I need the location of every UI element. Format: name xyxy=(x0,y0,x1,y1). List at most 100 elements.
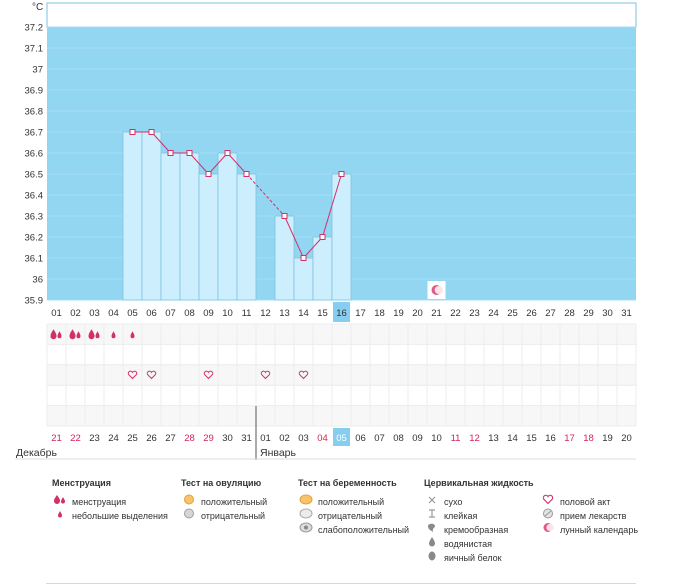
negative-pregnancy-icon xyxy=(298,508,314,523)
cycle-day-label: 20 xyxy=(412,308,423,319)
legend-other: половой акт прием лекарств лунный календ… xyxy=(540,494,638,536)
legend-item: положительный xyxy=(181,494,267,508)
calendar-date-label: 24 xyxy=(108,433,119,444)
blood-drops-icon xyxy=(52,494,68,509)
legend-label: менструация xyxy=(72,497,127,507)
calendar-date-label: 23 xyxy=(89,433,100,444)
temperature-line-segment xyxy=(227,152,247,175)
calendar-date-label: 19 xyxy=(602,433,613,444)
temperature-bar xyxy=(274,215,295,301)
blood-drop-icon xyxy=(76,331,81,339)
calendar-date-label: 13 xyxy=(488,433,499,444)
calendar-date-label: 04 xyxy=(317,433,328,444)
legend-item: половой акт xyxy=(540,494,638,508)
temperature-point xyxy=(319,234,326,240)
positive-pregnancy-icon xyxy=(298,494,314,509)
calendar-date-label: 12 xyxy=(469,433,480,444)
legend-item: сухо xyxy=(424,494,534,508)
temperature-bar xyxy=(331,173,352,301)
temperature-point xyxy=(243,171,250,177)
legend-title: Менструация xyxy=(52,478,111,488)
pill-icon xyxy=(540,508,556,523)
cycle-day-label: 05 xyxy=(127,308,138,319)
temperature-point xyxy=(186,150,193,156)
blood-drop-icon xyxy=(95,331,100,339)
y-tick-label: 35.9 xyxy=(25,296,44,307)
calendar-date-label: 25 xyxy=(127,433,138,444)
legend-item: прием лекарств xyxy=(540,508,638,522)
legend-label: отрицательный xyxy=(201,511,266,521)
calendar-date-label: 29 xyxy=(203,433,214,444)
cycle-day-label: 22 xyxy=(450,308,461,319)
temperature-line-segment xyxy=(322,173,342,238)
symptom-row xyxy=(47,405,636,426)
temperature-line-segment xyxy=(189,152,209,175)
sticky-icon xyxy=(424,508,440,523)
legend-label: положительный xyxy=(201,497,268,507)
legend-label: слабоположительный xyxy=(318,525,410,535)
symptom-row xyxy=(47,364,636,386)
cycle-day-label: 23 xyxy=(469,308,480,319)
calendar-date-label: 27 xyxy=(165,433,176,444)
legend-item: менструация xyxy=(52,494,168,508)
cycle-day-label: 03 xyxy=(89,308,100,319)
cycle-day-label: 19 xyxy=(393,308,404,319)
cycle-day-label: 10 xyxy=(222,308,233,319)
today-highlight xyxy=(333,428,350,446)
cycle-day-label: 30 xyxy=(602,308,613,319)
legend-label: положительный xyxy=(318,497,385,507)
y-tick-label: 36.6 xyxy=(25,149,44,160)
legend-title: Тест на овуляцию xyxy=(181,478,262,488)
watery-icon xyxy=(424,536,440,551)
heart-icon xyxy=(146,370,157,380)
calendar-date-label: 28 xyxy=(184,433,195,444)
temperature-point xyxy=(281,213,288,219)
temperature-bar xyxy=(179,152,200,301)
y-tick-label: 36.9 xyxy=(25,86,44,97)
calendar-date-label: 21 xyxy=(51,433,62,444)
legend-item: отрицательный xyxy=(181,508,267,522)
y-tick-label: 36 xyxy=(32,275,43,286)
legend-label: прием лекарств xyxy=(560,511,627,521)
temperature-bar xyxy=(312,236,333,301)
legend-item: слабоположительный xyxy=(298,522,409,536)
cycle-day-label: 12 xyxy=(260,308,271,319)
y-tick-label: 36.5 xyxy=(25,170,44,181)
calendar-date-label: 09 xyxy=(412,433,423,444)
egg-white-icon xyxy=(424,550,440,565)
y-tick-label: 36.2 xyxy=(25,233,44,244)
blood-drop-icon xyxy=(111,331,116,339)
legend-item: водянистая xyxy=(424,536,534,550)
symptom-row xyxy=(47,324,636,345)
cycle-day-label: 06 xyxy=(146,308,157,319)
legend-item: клейкая xyxy=(424,508,534,522)
calendar-date-label: 17 xyxy=(564,433,575,444)
legend-label: отрицательный xyxy=(318,511,383,521)
y-tick-label: 36.4 xyxy=(25,191,44,202)
temperature-bar xyxy=(122,131,143,301)
temperature-chart: °C 37.2 37.1 37 36.9 36.8 36.7 36.6 36.5 36.4 36.3… xyxy=(15,2,637,460)
cycle-day-label: 17 xyxy=(355,308,366,319)
positive-test-icon xyxy=(181,494,197,509)
legend-label: водянистая xyxy=(444,539,493,549)
legend-title: Тест на беременность xyxy=(298,478,397,488)
legend-label: сухо xyxy=(444,497,463,507)
y-tick-label: 36.3 xyxy=(25,212,44,223)
moon-icon xyxy=(540,522,556,537)
blood-drop-icon xyxy=(130,331,135,339)
y-tick-label: 37 xyxy=(32,65,43,76)
y-tick-label: 37.2 xyxy=(25,23,44,34)
legend-label: кремообразная xyxy=(444,525,509,535)
plot-top-area xyxy=(46,2,637,28)
temperature-line-segment xyxy=(303,236,323,259)
legend-label: яичный белок xyxy=(444,553,502,563)
temperature-bar xyxy=(198,173,219,301)
cycle-day-label: 13 xyxy=(279,308,290,319)
blood-drop-icon xyxy=(88,329,95,340)
temperature-bar xyxy=(236,173,257,301)
calendar-date-label: 03 xyxy=(298,433,309,444)
blood-drop-icon xyxy=(57,331,62,339)
cycle-day-label: 01 xyxy=(51,308,62,319)
symptom-row xyxy=(47,344,636,365)
month-label-prev: Декабрь xyxy=(16,447,57,459)
